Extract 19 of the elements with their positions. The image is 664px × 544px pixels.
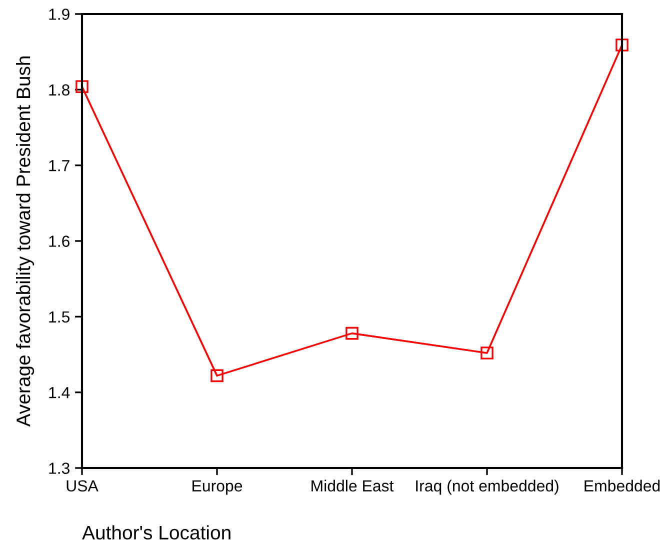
y-tick-label: 1.9 [49, 8, 70, 20]
x-tick-label: Europe [192, 480, 242, 495]
x-tick-label: Middle East [312, 480, 394, 492]
x-tick-label: Iraq (not embedded) [416, 480, 558, 495]
point [346, 326, 358, 340]
x-tick-label: Embedded [584, 480, 660, 492]
y-tick-label: 1.8 [49, 84, 70, 96]
y-tick-label: 1.7 [49, 160, 70, 172]
point [616, 38, 628, 52]
point [210, 369, 224, 382]
y-tick-label: 1.3 [49, 462, 70, 474]
point [76, 80, 88, 94]
point [480, 346, 494, 360]
x-axis-title: Author's Location [82, 525, 230, 540]
y-tick-label: 1.6 [49, 236, 70, 247]
x-tick-label: USA [66, 480, 98, 492]
y-axis-title: Average favorability toward President Bush [16, 56, 34, 427]
y-tick-label: 1.4 [49, 387, 70, 398]
y-tick-label: 1.5 [49, 311, 70, 323]
